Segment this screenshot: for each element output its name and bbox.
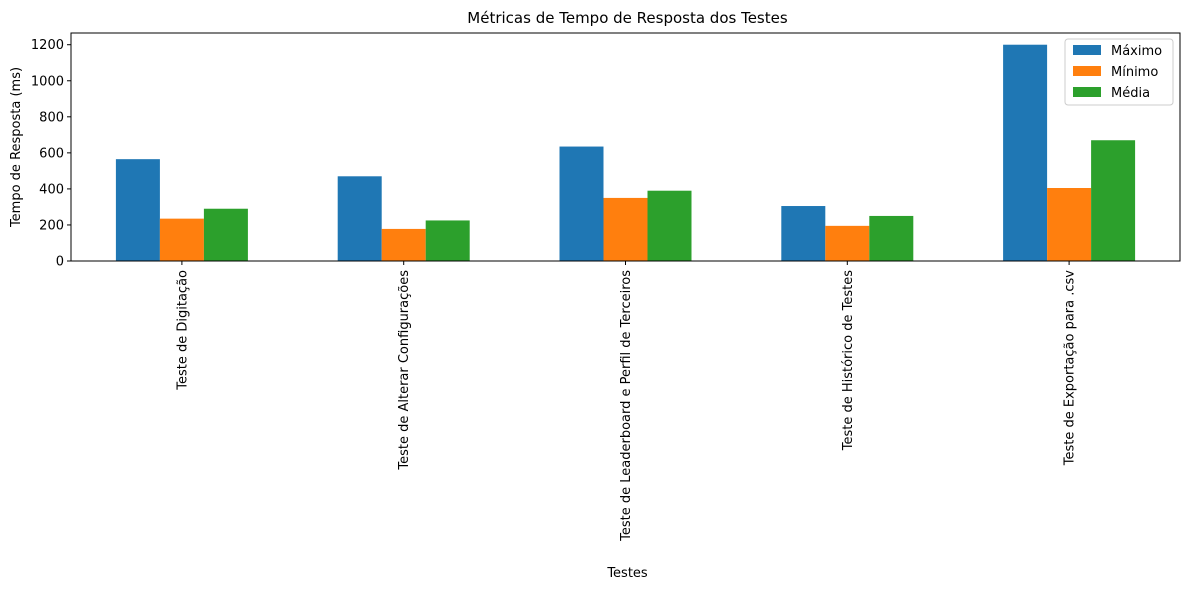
legend-swatch — [1073, 45, 1101, 55]
bar-3-3 — [647, 190, 692, 261]
legend-label: Média — [1111, 86, 1150, 101]
legend-swatch — [1073, 87, 1101, 97]
bar-1-3 — [559, 146, 604, 261]
bar-1-1 — [115, 159, 160, 261]
legend-label: Máximo — [1111, 44, 1162, 59]
bar-1-4 — [781, 206, 826, 261]
y-tick-label: 200 — [39, 218, 64, 233]
bar-3-2 — [425, 220, 470, 261]
y-tick-label: 1000 — [31, 74, 64, 89]
bar-3-1 — [203, 208, 248, 261]
y-tick-label: 1200 — [31, 38, 64, 53]
bar-3-5 — [1091, 140, 1136, 261]
x-tick-label: Teste de Leaderboard e Perfil de Terceir… — [619, 270, 634, 542]
plot-frame — [70, 32, 1181, 262]
legend: Máximo Mínimo Média — [1064, 38, 1174, 106]
x-axis-label: Testes — [606, 566, 648, 581]
y-tick-label: 600 — [39, 146, 64, 161]
bar-2-1 — [159, 218, 204, 261]
x-tick-label: Teste de Alterar Configurações — [397, 270, 412, 471]
bar-1-5 — [1003, 44, 1048, 261]
y-axis: 0 200 400 600 800 1000 1200 — [31, 38, 71, 270]
bar-2-4 — [825, 225, 870, 261]
bars-group — [115, 44, 1136, 261]
legend-swatch — [1073, 66, 1101, 76]
y-tick-label: 800 — [39, 110, 64, 125]
bar-2-3 — [603, 197, 648, 261]
y-tick-label: 0 — [56, 255, 64, 270]
x-axis: Teste de Digitação Teste de Alterar Confi… — [175, 261, 1078, 542]
x-tick-label: Teste de Exportação para .csv — [1063, 270, 1078, 467]
bar-2-2 — [381, 228, 426, 261]
x-tick-label: Teste de Histórico de Testes — [841, 270, 856, 451]
y-tick-label: 400 — [39, 182, 64, 197]
bar-2-5 — [1047, 188, 1092, 261]
bar-1-2 — [337, 176, 382, 261]
bar-3-4 — [869, 215, 914, 261]
chart-title: Métricas de Tempo de Resposta dos Testes — [467, 9, 788, 27]
x-tick-label: Teste de Digitação — [175, 270, 190, 391]
legend-label: Mínimo — [1111, 65, 1158, 80]
y-axis-label: Tempo de Resposta (ms) — [9, 67, 24, 228]
